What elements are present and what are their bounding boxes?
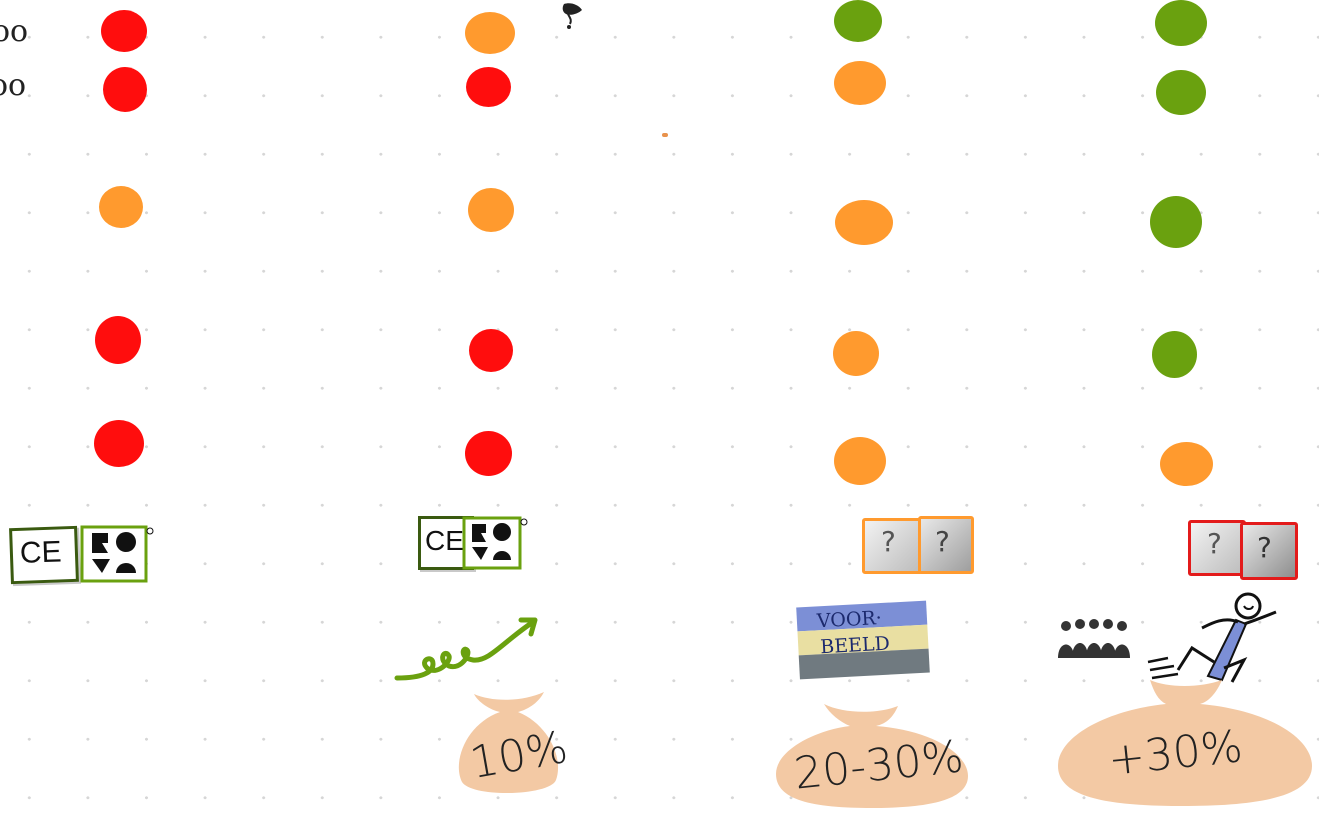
- unknown-cert-sticker-2: ?: [1240, 522, 1298, 580]
- ce-mark-label: CE: [425, 525, 464, 556]
- col4-money-bag-icon: [1058, 680, 1312, 806]
- crowd-icon: [1058, 619, 1130, 658]
- komo-mark-icon: [80, 525, 154, 583]
- col4-row3-dot: [1150, 196, 1202, 248]
- voorbeeld-line2: BEELD: [819, 632, 891, 659]
- col3-money-bag-icon: [776, 704, 968, 808]
- col4-row4-dot: [1152, 331, 1197, 378]
- question-mark-label: ?: [1207, 527, 1222, 560]
- row-label-fragment-1: oo: [0, 14, 29, 49]
- col4-row2-dot: [1156, 70, 1206, 115]
- voorbeeld-flag-sticker: VOOR· BEELD: [796, 600, 930, 680]
- komo-mark-icon: [462, 516, 528, 570]
- stray-mark: [662, 133, 668, 137]
- col2-row4-dot: [469, 329, 513, 372]
- col3-unknown-certification-stickers: ? ?: [862, 514, 974, 574]
- col3-row4-dot: [833, 331, 879, 376]
- col1-row2-dot: [103, 67, 147, 112]
- question-mark-label: ?: [881, 525, 896, 558]
- col3-row3-dot: [835, 200, 893, 245]
- col3-row2-dot: [834, 61, 886, 105]
- col4-row1-dot: [1155, 0, 1207, 46]
- col2-row1-dot: [465, 12, 515, 54]
- voorbeeld-line1: VOOR·: [816, 607, 883, 633]
- col1-row5-dot: [94, 420, 144, 467]
- col3-row1-dot: [834, 0, 882, 42]
- unknown-cert-sticker-1: ?: [1188, 520, 1246, 576]
- ce-mark-label: CE: [19, 535, 63, 570]
- col1-row4-dot: [95, 316, 141, 364]
- col2-money-bag-icon: [458, 692, 559, 794]
- col4-row5-dot: [1160, 442, 1213, 486]
- col3-row5-dot: [834, 437, 886, 485]
- col4-unknown-certification-stickers: ? ?: [1188, 518, 1304, 580]
- col1-row1-dot: [101, 10, 147, 52]
- question-mark-label: ?: [935, 525, 950, 558]
- runner-icon: [1147, 592, 1277, 683]
- bee-doodle-icon: [562, 3, 582, 29]
- unknown-cert-sticker-2: ?: [918, 516, 974, 574]
- col2-row5-dot: [465, 431, 512, 476]
- col1-certification-stickers: CE: [9, 525, 155, 585]
- col2-certification-stickers: CE: [418, 514, 533, 572]
- row-label-fragment-2: oo: [0, 68, 27, 103]
- unknown-cert-sticker-1: ?: [862, 518, 923, 574]
- col2-row2-dot: [466, 67, 511, 107]
- question-mark-label: ?: [1257, 531, 1272, 564]
- ce-mark-sticker: CE: [9, 525, 79, 585]
- col1-row3-dot: [99, 186, 143, 228]
- col2-row3-dot: [468, 188, 514, 232]
- growth-arrow-icon: [394, 617, 538, 681]
